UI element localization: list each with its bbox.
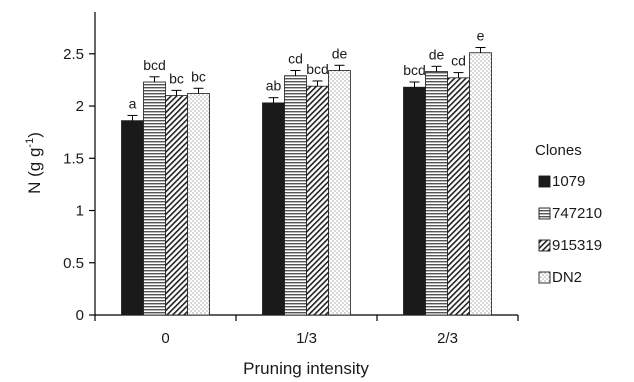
legend-swatch-915319 [538, 239, 551, 252]
y-tick-label: 2 [76, 98, 84, 115]
y-tick-label: 0.5 [63, 255, 84, 272]
y-tick-label: 2.5 [63, 46, 84, 63]
legend-swatch-747210 [538, 207, 551, 220]
y-axis-title-main: N (g g [25, 148, 44, 194]
bar-747210-2 [425, 71, 448, 316]
y-axis-title: N (g g-1) [24, 132, 44, 194]
legend-title: Clones [535, 142, 582, 159]
y-tick-label: 1 [76, 203, 84, 220]
legend-swatch-DN2 [538, 271, 551, 284]
bar-1079-1 [262, 102, 285, 316]
significance-letter: de [332, 45, 348, 61]
significance-letter: ab [266, 78, 282, 94]
significance-letter: de [429, 46, 445, 62]
bar-1079-2 [403, 86, 426, 316]
bar-915319-0 [165, 95, 188, 316]
error-bars [127, 47, 486, 121]
bar-DN2-0 [187, 93, 210, 316]
x-axis-title: Pruning intensity [243, 359, 369, 378]
bar-915319-2 [447, 77, 470, 316]
legend-label-747210: 747210 [552, 205, 602, 222]
legend-label-1079: 1079 [552, 173, 585, 190]
significance-letter: cd [451, 53, 466, 69]
bar-747210-0 [143, 81, 166, 316]
bar-1079-0 [121, 120, 144, 316]
y-ticks: 0 0.5 1 1.5 2 2.5 [63, 46, 95, 324]
bar-DN2-1 [328, 70, 351, 316]
legend: Clones 1079 747210 915319 DN2 [535, 142, 602, 286]
significance-letter: a [129, 95, 137, 111]
y-tick-label: 1.5 [63, 150, 84, 167]
bar-747210-1 [284, 75, 307, 316]
x-tick-label: 1/3 [296, 330, 317, 347]
significance-letter: bc [169, 70, 184, 86]
bar-DN2-2 [469, 52, 492, 316]
x-tick-label: 0 [161, 330, 169, 347]
significance-letter: bcd [306, 61, 329, 77]
y-axis-title-superscript: -1 [24, 138, 36, 148]
legend-label-915319: 915319 [552, 237, 602, 254]
legend-swatch-1079 [538, 175, 551, 188]
significance-letter: bcd [403, 62, 426, 78]
bars [121, 52, 492, 316]
legend-label-DN2: DN2 [552, 269, 582, 286]
significance-letter: cd [288, 51, 303, 67]
bar-915319-1 [306, 85, 329, 316]
significance-letter: e [477, 28, 485, 44]
x-tick-label: 2/3 [437, 330, 458, 347]
y-axis-title-close: ) [25, 132, 44, 138]
significance-letter: bcd [143, 57, 166, 73]
y-tick-label: 0 [76, 307, 84, 324]
x-ticks: 0 1/3 2/3 [94, 315, 519, 347]
significance-letter: bc [191, 68, 206, 84]
